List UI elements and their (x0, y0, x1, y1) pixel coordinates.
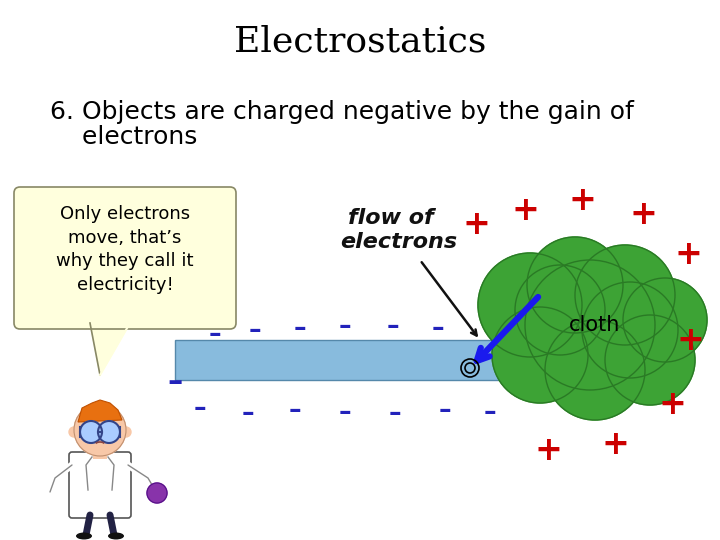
Circle shape (69, 427, 79, 437)
Text: –: – (248, 318, 261, 342)
Circle shape (623, 278, 707, 362)
Text: +: + (568, 184, 596, 217)
Circle shape (575, 245, 675, 345)
Text: electrons: electrons (50, 125, 197, 149)
Circle shape (545, 320, 645, 420)
Circle shape (525, 260, 655, 390)
Text: –: – (209, 322, 221, 346)
Circle shape (478, 253, 582, 357)
Bar (175, 340, 515, 380)
Text: Only electrons
move, that’s
why they call it
electricity!: Only electrons move, that’s why they cal… (56, 205, 194, 294)
Text: –: – (289, 398, 301, 422)
Text: –: – (438, 398, 451, 422)
Text: –: – (294, 316, 306, 340)
Text: –: – (194, 396, 207, 420)
Text: +: + (658, 388, 686, 422)
Text: +: + (511, 193, 539, 226)
Polygon shape (78, 400, 122, 422)
Circle shape (582, 282, 678, 378)
Text: +: + (601, 429, 629, 462)
Text: –: – (338, 314, 351, 338)
Text: 6. Objects are charged negative by the gain of: 6. Objects are charged negative by the g… (50, 100, 634, 124)
Circle shape (80, 421, 102, 443)
Circle shape (515, 265, 605, 355)
Text: –: – (389, 401, 401, 425)
Text: +: + (462, 208, 490, 241)
Circle shape (605, 315, 695, 405)
Text: flow of: flow of (348, 208, 433, 228)
Text: electrons: electrons (340, 232, 457, 252)
Ellipse shape (108, 532, 124, 539)
Text: –: – (432, 316, 444, 340)
Text: +: + (676, 323, 704, 356)
Text: –: – (484, 400, 496, 424)
Circle shape (147, 483, 167, 503)
Polygon shape (90, 323, 130, 375)
Text: –: – (338, 400, 351, 424)
Circle shape (492, 307, 588, 403)
Circle shape (98, 421, 120, 443)
Text: –: – (167, 368, 183, 396)
Bar (93, 447, 107, 459)
Text: Electrostatics: Electrostatics (234, 25, 486, 59)
Text: +: + (534, 434, 562, 467)
Circle shape (74, 404, 126, 456)
Text: +: + (674, 239, 702, 272)
Text: –: – (242, 401, 254, 425)
FancyBboxPatch shape (14, 187, 236, 329)
FancyBboxPatch shape (69, 452, 131, 518)
Text: +: + (629, 199, 657, 232)
Text: –: – (387, 314, 400, 338)
Ellipse shape (76, 532, 92, 539)
Circle shape (527, 237, 623, 333)
Text: cloth: cloth (570, 315, 621, 335)
Circle shape (121, 427, 131, 437)
